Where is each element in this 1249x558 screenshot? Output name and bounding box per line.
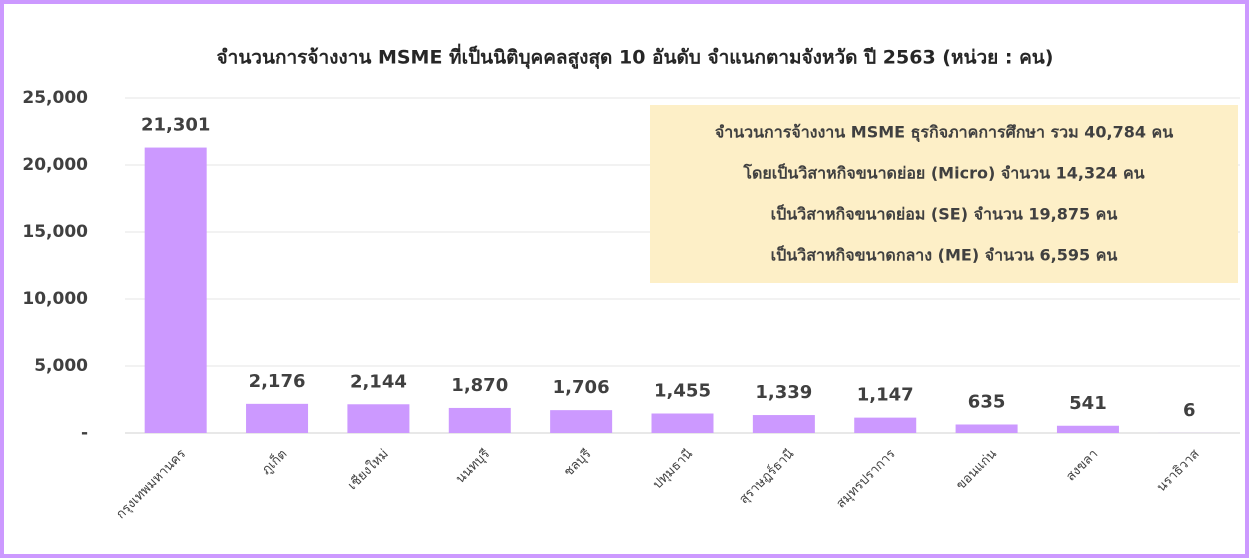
y-tick-label: 15,000 [22,222,88,242]
annotation-box [650,105,1238,283]
data-label: 21,301 [141,115,210,136]
data-label: 1,455 [654,381,711,402]
data-label: 635 [968,391,1006,412]
bar [246,403,309,433]
annotation: เป็นวิสาหกิจขนาดกลาง (ME) จำนวน 6,595 คน [771,244,1118,265]
bar [752,415,815,433]
y-tick-label: 20,000 [22,155,88,175]
bar [955,424,1018,433]
annotation: เป็นวิสาหกิจขนาดย่อม (SE) จำนวน 19,875 ค… [771,203,1118,224]
data-label: 1,870 [451,375,508,396]
data-label: 2,176 [249,371,306,392]
y-tick-label: 10,000 [22,289,88,309]
bar [854,417,917,433]
data-label: 1,706 [553,377,610,398]
y-tick-label: - [81,423,88,443]
data-label: 1,339 [755,382,812,403]
data-label: 2,144 [350,371,407,392]
bar [1056,425,1119,433]
y-tick-label: 5,000 [34,356,88,376]
bar [347,404,410,433]
data-label: 6 [1183,400,1196,421]
y-tick-label: 25,000 [22,88,88,108]
annotation: โดยเป็นวิสาหกิจขนาดย่อย (Micro) จำนวน 14… [742,162,1144,183]
bar [651,413,714,433]
bar [550,410,613,433]
chart-title: จำนวนการจ้างงาน MSME ที่เป็นนิติบุคคลสูง… [217,44,1054,70]
data-label: 1,147 [857,385,914,406]
bar [144,147,207,434]
data-label: 541 [1069,393,1107,414]
bar [448,407,511,433]
annotation: จำนวนการจ้างงาน MSME ธุรกิจภาคการศึกษา ร… [715,123,1173,143]
